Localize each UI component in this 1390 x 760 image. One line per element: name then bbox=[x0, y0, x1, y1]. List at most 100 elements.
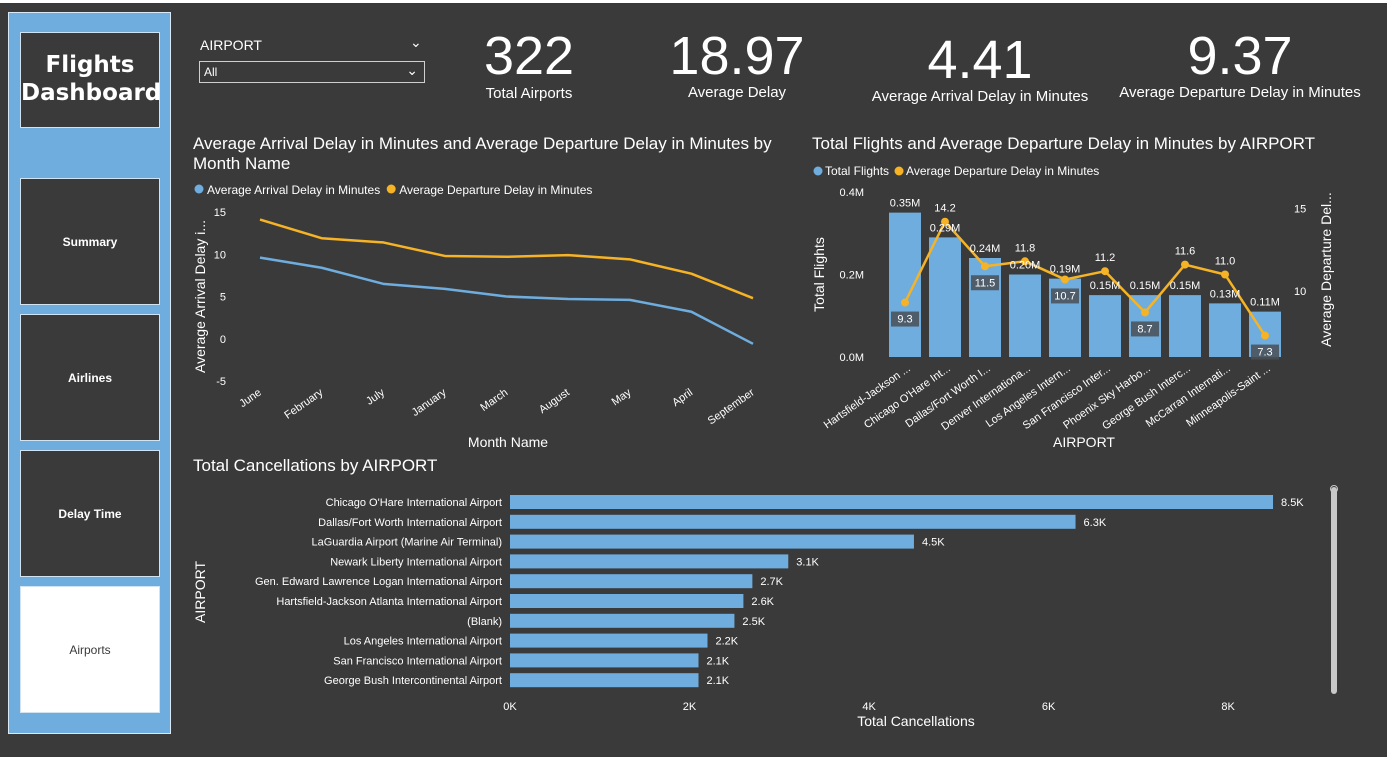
bar-data-label: 2.1K bbox=[707, 655, 730, 667]
x-tick-label: 4K bbox=[862, 701, 876, 713]
bar-data-label: 0.15M bbox=[1170, 280, 1201, 292]
cancellations-bar bbox=[510, 574, 753, 589]
bar-data-label: 0.13M bbox=[1210, 288, 1241, 300]
delay-point bbox=[1141, 308, 1149, 317]
line-data-label: 11.8 bbox=[1015, 242, 1036, 254]
cancellations-bar bbox=[510, 534, 914, 549]
delay-point bbox=[1181, 260, 1189, 269]
y2-tick-label: 15 bbox=[1294, 204, 1306, 216]
y-category-label: Newark Liberty International Airport bbox=[330, 556, 502, 568]
bar-data-label: 2.6K bbox=[751, 596, 774, 608]
x-axis-title: AIRPORT bbox=[1053, 434, 1115, 450]
line-label-box bbox=[891, 311, 919, 327]
combo-chart[interactable]: Total Flights Average Departure Delay in … bbox=[806, 158, 1346, 458]
x-tick-label: September bbox=[706, 386, 757, 427]
delay-point bbox=[1061, 275, 1069, 284]
legend-label: Total Flights bbox=[825, 164, 889, 178]
x-tick-label: August bbox=[537, 387, 572, 416]
x-tick-label: March bbox=[478, 387, 510, 414]
y-category-label: (Blank) bbox=[467, 616, 502, 628]
bottom-border bbox=[0, 757, 1390, 760]
nav-button-airports[interactable]: Airports bbox=[20, 586, 160, 713]
x-tick-label: May bbox=[610, 386, 634, 408]
chevron-down-icon[interactable]: ⌄ bbox=[410, 34, 422, 50]
kpi-average-arrival-delay-label: Average Arrival Delay in Minutes bbox=[871, 88, 1089, 105]
cancellations-bar bbox=[510, 653, 699, 668]
dropdown-chevron-icon: ⌄ bbox=[406, 62, 418, 78]
x-tick-label: April bbox=[670, 387, 695, 409]
y-axis-title: Average Arrival Delay i... bbox=[192, 220, 208, 373]
bar-data-label: 0.35M bbox=[890, 198, 921, 210]
legend-marker bbox=[813, 166, 823, 176]
y-tick-label: 10 bbox=[214, 249, 226, 261]
bar-data-label: 4.5K bbox=[922, 537, 945, 549]
bar-data-label: 8.5K bbox=[1281, 497, 1304, 509]
y-category-label: Gen. Edward Lawrence Logan International… bbox=[255, 576, 502, 588]
airport-slicer-dropdown[interactable]: All ⌄ bbox=[199, 61, 425, 83]
legend-label: Average Departure Delay in Minutes bbox=[906, 164, 1099, 178]
sidebar: Flights Dashboard Summary Airlines Delay… bbox=[8, 12, 171, 734]
legend-label: Average Arrival Delay in Minutes bbox=[207, 183, 380, 197]
airport-slicer-label: AIRPORT bbox=[200, 37, 262, 53]
total-flights-bar bbox=[1009, 274, 1041, 357]
line-label-box bbox=[1051, 288, 1079, 304]
kpi-average-delay-label: Average Delay bbox=[687, 84, 787, 101]
y-axis-title: AIRPORT bbox=[192, 561, 208, 623]
delay-point bbox=[1261, 331, 1269, 340]
legend-marker bbox=[894, 166, 904, 176]
cancellations-bar bbox=[510, 673, 699, 688]
line-data-label: 10.7 bbox=[1054, 290, 1075, 302]
line-label-box bbox=[1131, 321, 1159, 337]
line-data-label: 7.3 bbox=[1257, 347, 1272, 359]
x-tick-label: February bbox=[282, 386, 325, 421]
delay-point bbox=[1021, 257, 1029, 266]
kpi-average-departure-delay-value: 9.37 bbox=[1187, 26, 1293, 86]
kpi-total-airports-value: 322 bbox=[483, 26, 575, 86]
bar-data-label: 0.20M bbox=[1010, 260, 1041, 272]
nav-button-summary[interactable]: Summary bbox=[20, 178, 160, 305]
kpi-total-airports-label: Total Airports bbox=[485, 85, 573, 102]
x-axis-title: Total Cancellations bbox=[857, 713, 975, 729]
slicer-value: All bbox=[204, 65, 218, 79]
bar-data-label: 0.15M bbox=[1130, 280, 1161, 292]
bar-data-label: 0.29M bbox=[930, 222, 961, 234]
cancellations-bar bbox=[510, 613, 735, 628]
kpi-average-arrival-delay-value: 4.41 bbox=[927, 30, 1033, 90]
y-category-label: Hartsfield-Jackson Atlanta International… bbox=[276, 596, 502, 608]
line-data-label: 11.5 bbox=[975, 277, 996, 289]
line-data-label: 8.7 bbox=[1137, 323, 1152, 335]
delay-point bbox=[901, 298, 909, 307]
nav-button-airlines[interactable]: Airlines bbox=[20, 314, 160, 441]
total-flights-bar bbox=[1089, 295, 1121, 357]
arrival-delay-line bbox=[259, 256, 754, 345]
x-tick-label: 0K bbox=[503, 701, 517, 713]
y-tick-label: 0.2M bbox=[840, 270, 864, 282]
x-tick-label: 2K bbox=[683, 701, 697, 713]
nav-button-delay-time[interactable]: Delay Time bbox=[20, 450, 160, 577]
y-tick-label: 0 bbox=[220, 334, 226, 346]
avg-departure-delay-line bbox=[903, 219, 1267, 337]
cancellations-bar bbox=[510, 633, 708, 648]
y-category-label: Chicago O'Hare International Airport bbox=[326, 497, 502, 509]
x-tick-label: 8K bbox=[1221, 701, 1235, 713]
line-chart[interactable]: Average Arrival Delay in Minutes Average … bbox=[186, 176, 776, 458]
y-category-label: LaGuardia Airport (Marine Air Terminal) bbox=[311, 537, 502, 549]
bar-data-label: 6.3K bbox=[1084, 517, 1107, 529]
kpi-average-departure-delay-label: Average Departure Delay in Minutes bbox=[1119, 84, 1361, 101]
top-border bbox=[0, 0, 1390, 3]
total-flights-bar bbox=[929, 237, 961, 357]
bar-data-label: 0.19M bbox=[1050, 264, 1081, 276]
hbar-chart-title: Total Cancellations by AIRPORT bbox=[193, 456, 438, 475]
x-tick-label: July bbox=[364, 386, 387, 407]
departure-delay-line bbox=[259, 218, 754, 300]
x-tick-label: 6K bbox=[1042, 701, 1056, 713]
scrollbar-handle[interactable] bbox=[1331, 487, 1337, 694]
hbar-chart[interactable]: Chicago O'Hare International Airport 8.5K… bbox=[186, 480, 1326, 735]
total-flights-bar bbox=[889, 212, 921, 357]
bar-data-label: 0.15M bbox=[1090, 280, 1121, 292]
bar-data-label: 2.2K bbox=[715, 636, 738, 648]
total-flights-bar bbox=[1169, 295, 1201, 357]
y-category-label: San Francisco International Airport bbox=[333, 655, 502, 667]
bar-data-label: 2.7K bbox=[760, 576, 783, 588]
